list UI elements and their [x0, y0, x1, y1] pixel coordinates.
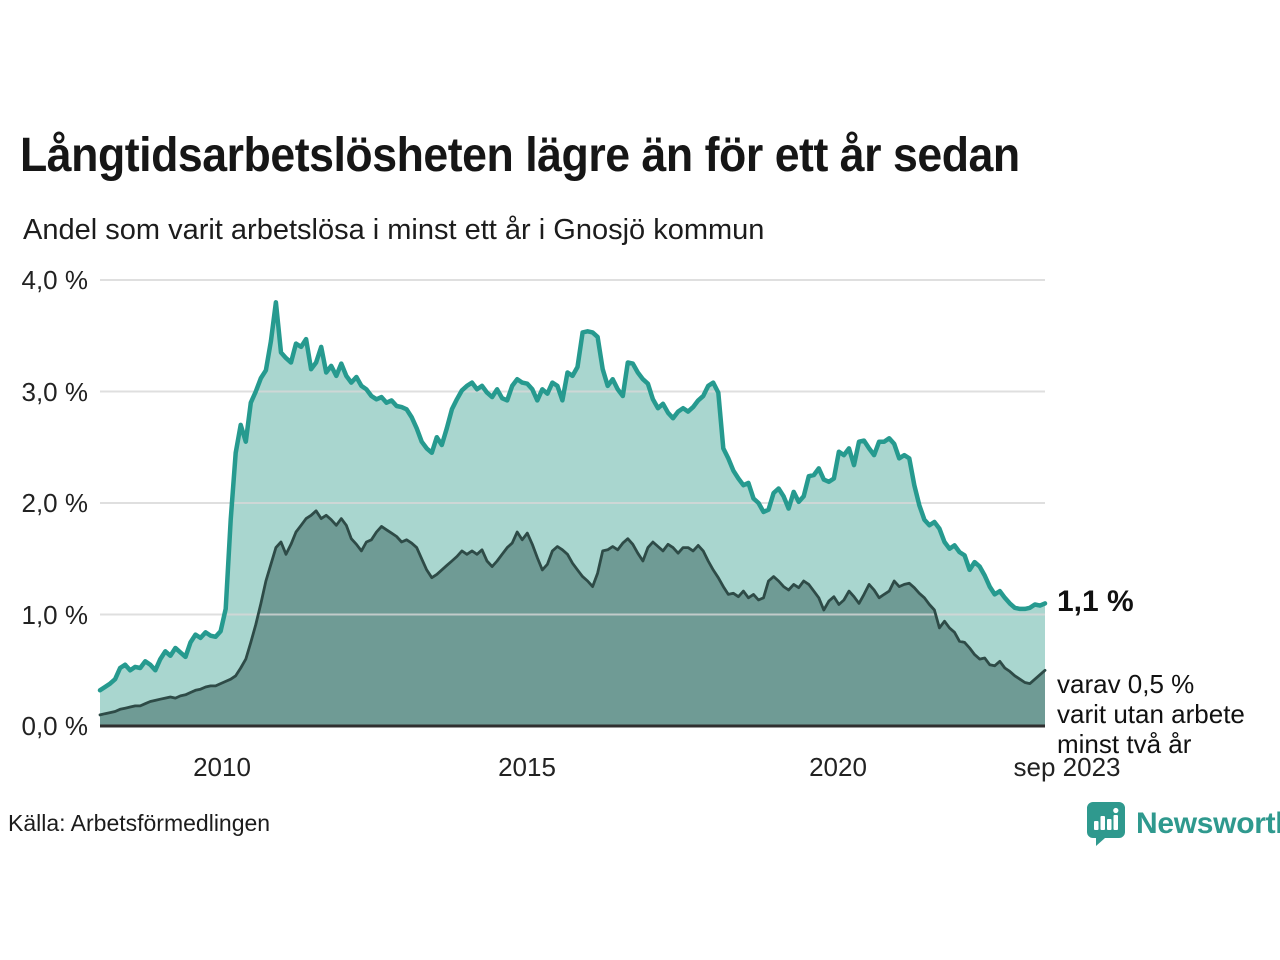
y-tick-label: 0,0 % — [21, 711, 89, 741]
page-title: Långtidsarbetslösheten lägre än för ett … — [20, 129, 1020, 182]
chart-subtitle: Andel som varit arbetslösa i minst ett å… — [23, 214, 765, 246]
y-tick-label: 2,0 % — [21, 488, 89, 518]
y-tick-label: 3,0 % — [21, 376, 89, 407]
brand-name: Newsworthy — [1136, 807, 1280, 840]
line-minst-tva-ar — [98, 509, 1047, 717]
detail-line: varav 0,5 % — [1057, 669, 1195, 699]
line-minst-ett-ar — [97, 300, 1048, 693]
area-fill-minst-tva-ar — [100, 510, 1045, 726]
y-tick-label: 1,0 % — [21, 599, 89, 630]
detail-line: minst två år — [1057, 729, 1192, 759]
x-tick-label: sep 2023 — [1013, 752, 1121, 782]
brand-logo: Newsworthy — [1086, 801, 1280, 852]
y-tick-label: 4,0 % — [21, 265, 89, 295]
end-value-detail: varav 0,5 % varit utan arbete minst två … — [1057, 669, 1245, 759]
source-credit: Källa: Arbetsförmedlingen — [8, 810, 271, 836]
bar-chart-speech-bubble-icon — [1086, 801, 1126, 852]
x-tick-label: 2010 — [193, 752, 251, 782]
end-value-label: 1,1 % — [1057, 585, 1134, 618]
detail-line: varit utan arbete — [1057, 699, 1245, 729]
x-tick-label: 2020 — [809, 752, 867, 782]
x-tick-label: 2015 — [498, 752, 556, 782]
